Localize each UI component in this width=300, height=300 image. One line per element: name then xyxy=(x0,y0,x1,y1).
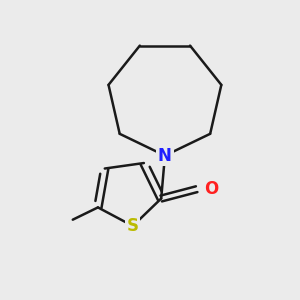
Text: S: S xyxy=(127,217,139,235)
Text: N: N xyxy=(158,147,172,165)
Text: O: O xyxy=(204,180,218,198)
